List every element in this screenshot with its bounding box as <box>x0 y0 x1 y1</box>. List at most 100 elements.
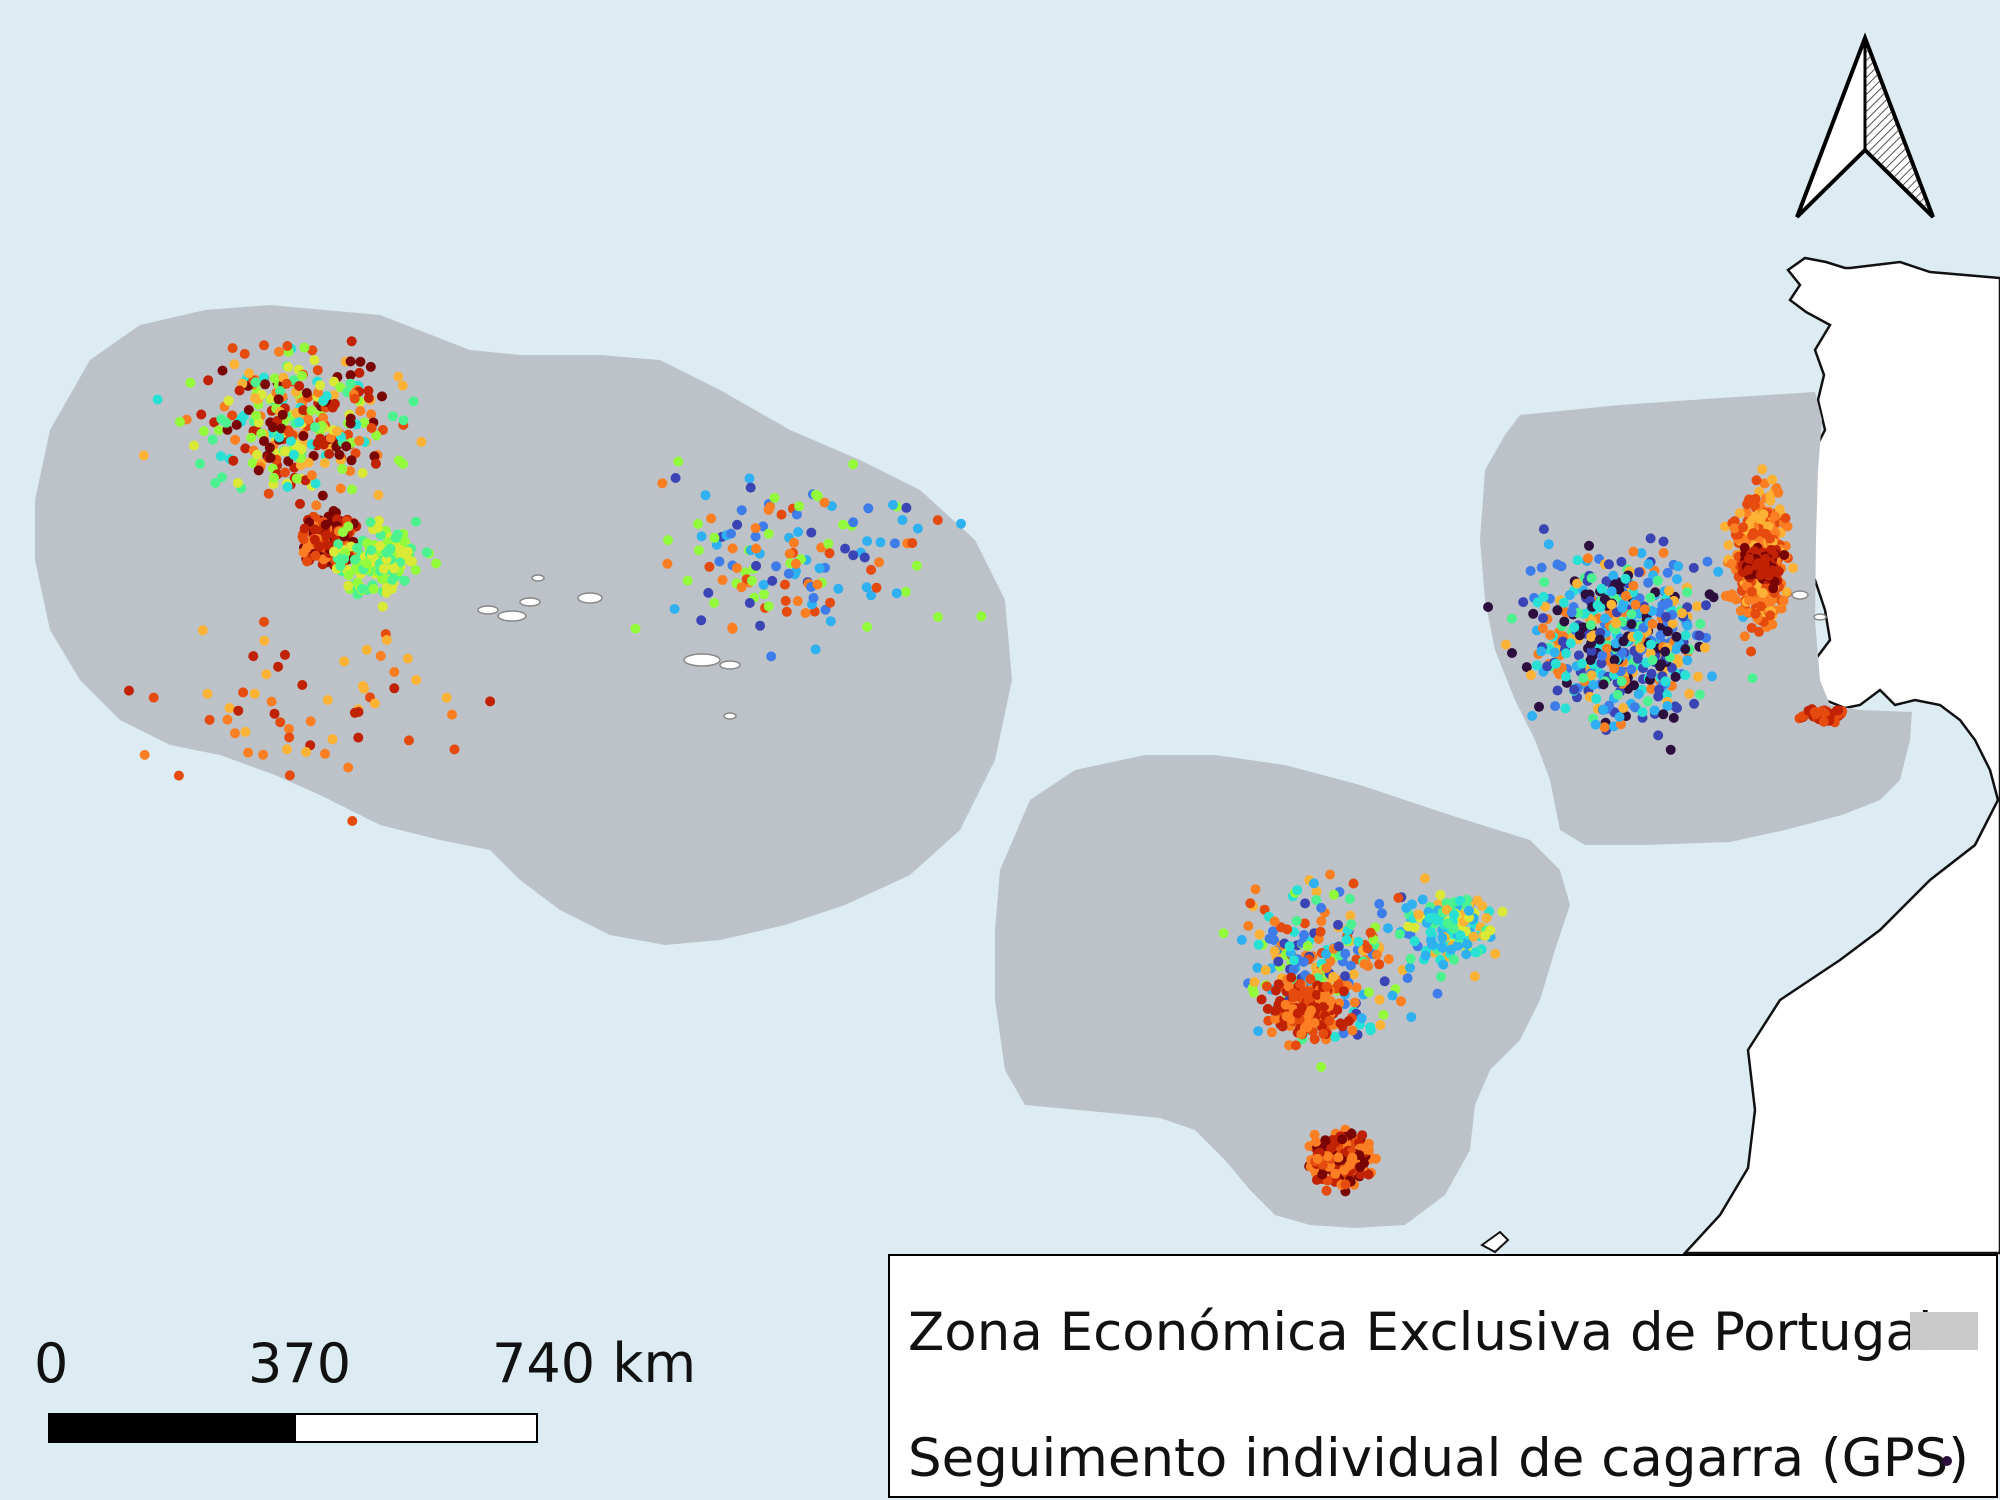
gps-point <box>1302 941 1313 951</box>
gps-point <box>216 414 227 425</box>
gps-point <box>378 573 389 584</box>
gps-point <box>1435 889 1446 900</box>
gps-point <box>1419 873 1430 884</box>
gps-point <box>1699 642 1710 653</box>
gps-point <box>1569 622 1580 633</box>
gps-point <box>1628 546 1639 557</box>
gps-point <box>1407 899 1417 910</box>
gps-point <box>363 385 374 396</box>
gps-point <box>1739 631 1750 642</box>
gps-point <box>1781 587 1792 597</box>
gps-point <box>1253 939 1264 950</box>
gps-point <box>1353 936 1364 947</box>
gps-point <box>331 426 342 437</box>
gps-point <box>750 523 761 534</box>
gps-point <box>1363 987 1374 998</box>
gps-point <box>1500 639 1511 650</box>
gps-point <box>229 359 240 370</box>
gps-point <box>337 527 348 538</box>
gps-point <box>302 556 312 567</box>
gps-point <box>1273 956 1284 967</box>
gps-point <box>227 410 238 421</box>
gps-point <box>1628 580 1639 591</box>
gps-point <box>776 509 787 520</box>
gps-point <box>1780 513 1791 524</box>
azores-islands <box>477 574 741 720</box>
gps-point <box>1289 955 1299 966</box>
gps-point <box>365 517 376 528</box>
gps-point <box>411 516 421 527</box>
gps-point <box>252 449 263 460</box>
gps-point <box>1635 643 1646 653</box>
gps-point <box>1333 919 1343 930</box>
gps-point <box>1751 560 1762 571</box>
gps-point <box>295 498 305 509</box>
gps-point <box>1611 618 1622 629</box>
gps-point <box>1245 898 1256 909</box>
gps-point <box>369 451 380 462</box>
gps-point <box>1713 566 1724 577</box>
gps-point <box>717 575 728 585</box>
gps-point <box>1315 926 1326 937</box>
gps-point <box>1477 901 1488 911</box>
gps-point <box>1707 671 1717 682</box>
gps-point <box>441 692 452 703</box>
gps-point <box>1446 944 1456 955</box>
gps-point <box>1340 971 1351 982</box>
gps-point <box>1420 950 1431 961</box>
gps-point <box>1586 670 1597 681</box>
gps-point <box>1317 1169 1328 1180</box>
gps-point <box>1481 913 1492 923</box>
gps-point <box>1596 658 1607 669</box>
gps-point <box>1601 576 1612 587</box>
gps-point <box>228 455 239 466</box>
gps-point <box>746 575 757 586</box>
gps-point <box>397 380 408 391</box>
gps-point <box>1288 992 1299 1003</box>
gps-point <box>357 468 368 478</box>
gps-point <box>1281 1011 1292 1022</box>
gps-point <box>485 696 496 707</box>
gps-point <box>320 748 330 759</box>
gps-point <box>284 427 294 438</box>
gps-point <box>1751 475 1762 486</box>
gps-point <box>387 411 398 422</box>
gps-point <box>345 466 356 477</box>
gps-point <box>1309 1129 1320 1140</box>
gps-point <box>203 375 214 386</box>
gps-point <box>1694 689 1705 700</box>
gps-point <box>1316 916 1327 927</box>
gps-point <box>411 675 422 685</box>
gps-point <box>838 519 848 530</box>
gps-point <box>381 587 392 598</box>
gps-point <box>1383 923 1393 934</box>
gps-point <box>215 451 226 462</box>
gps-point <box>759 589 769 600</box>
gps-point <box>933 612 943 622</box>
gps-point <box>1528 608 1539 619</box>
gps-point <box>253 465 264 476</box>
gps-point <box>281 378 292 389</box>
gps-point <box>207 434 218 445</box>
gps-point <box>301 747 312 757</box>
gps-point <box>1684 688 1695 699</box>
gps-point <box>1432 988 1443 999</box>
gps-point <box>1295 979 1305 989</box>
gps-point <box>1701 600 1711 611</box>
gps-point <box>1735 605 1746 616</box>
gps-point <box>1442 918 1453 929</box>
gps-point <box>347 816 358 826</box>
gps-point <box>1584 540 1594 551</box>
gps-point <box>900 586 911 597</box>
gps-point <box>281 744 292 755</box>
gps-point <box>1338 986 1349 997</box>
gps-point <box>1409 922 1420 933</box>
gps-point <box>693 518 703 529</box>
gps-point <box>1616 556 1627 567</box>
gps-point <box>299 342 310 353</box>
gps-point <box>322 540 332 550</box>
gps-point <box>1626 619 1637 630</box>
gps-point <box>1747 673 1758 684</box>
gps-point <box>1347 1025 1358 1036</box>
gps-point <box>1325 996 1336 1007</box>
